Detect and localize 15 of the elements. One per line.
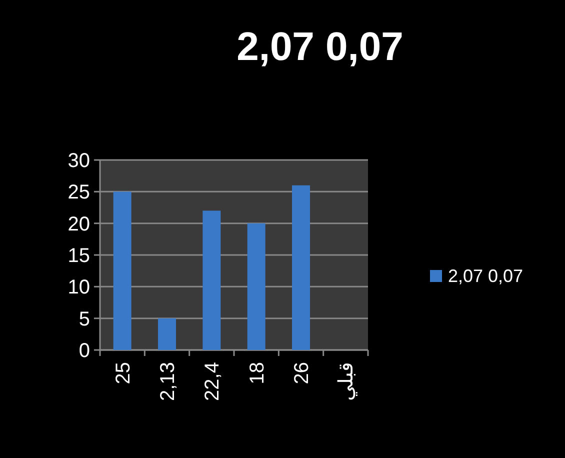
y-tick-label: 10 bbox=[68, 276, 90, 299]
x-tick-label: 22,4 bbox=[202, 362, 224, 401]
chart-title: 2,07 0,07 bbox=[236, 25, 404, 69]
y-tick-label: 15 bbox=[68, 245, 90, 267]
legend-label: 2,07 0,07 bbox=[448, 266, 524, 286]
y-tick-label: 5 bbox=[78, 308, 90, 330]
x-tick-label: 18 bbox=[246, 362, 268, 384]
x-tick-label: قبلي bbox=[336, 362, 358, 401]
y-tick-label: 0 bbox=[78, 340, 90, 362]
x-tick-label: 2,13 bbox=[157, 362, 179, 401]
y-tick-label: 20 bbox=[68, 213, 90, 236]
y-tick-label: 30 bbox=[68, 150, 90, 172]
x-tick-label: 26 bbox=[291, 362, 313, 384]
x-tick-label: 25 bbox=[112, 362, 134, 384]
y-tick-label: 25 bbox=[68, 182, 90, 204]
